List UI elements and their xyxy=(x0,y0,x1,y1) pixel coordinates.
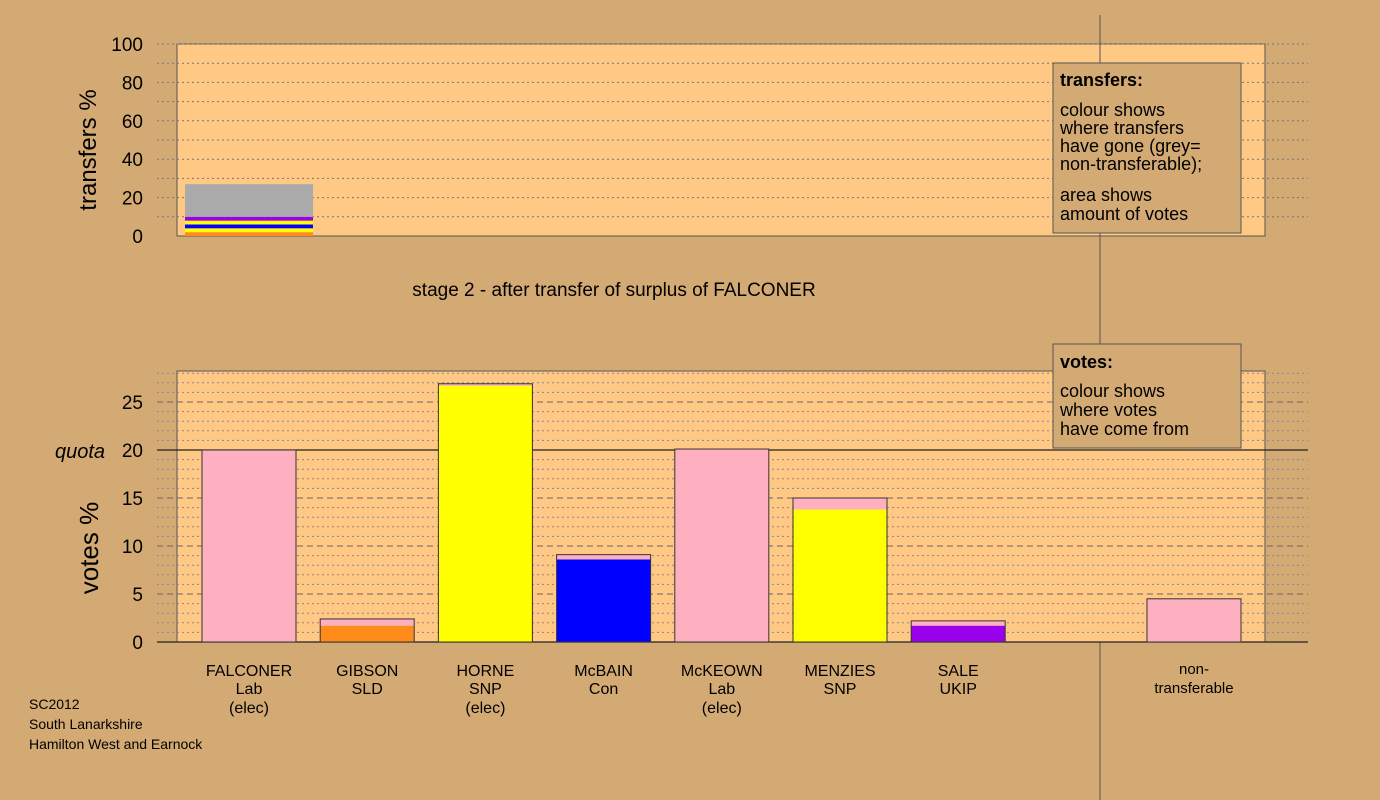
candidate-status: (elec) xyxy=(229,700,269,717)
votes-legend-line: colour shows xyxy=(1060,381,1165,401)
nontransferable-label: transferable xyxy=(1154,680,1233,697)
candidate-name: FALCONER xyxy=(206,663,292,680)
bar-outline xyxy=(319,618,415,643)
y-tick-label: 100 xyxy=(111,35,143,56)
stage-title: stage 2 - after transfer of surplus of F… xyxy=(412,280,815,301)
vote-segment xyxy=(911,625,1006,642)
candidate-name: SALE xyxy=(938,663,979,680)
votes-legend: votes: colour shows where votes have com… xyxy=(1052,343,1242,449)
footer-council: South Lanarkshire xyxy=(29,716,143,732)
bar-outline xyxy=(437,383,533,643)
y-tick-label: 80 xyxy=(122,73,143,94)
candidate-party: Con xyxy=(589,681,618,698)
transfers-legend-line: area shows xyxy=(1060,185,1152,205)
transfers-legend-title: transfers: xyxy=(1060,70,1143,90)
vote-segment xyxy=(793,509,887,642)
votes-legend-line: where votes xyxy=(1059,400,1157,420)
candidate-status: (elec) xyxy=(702,700,742,717)
vote-segment xyxy=(438,383,533,386)
y-tick-label: 0 xyxy=(132,227,143,248)
y-tick-label: 25 xyxy=(122,393,143,414)
votes-legend-title: votes: xyxy=(1060,352,1113,372)
y-tick-label: 10 xyxy=(122,537,143,558)
transfer-segment xyxy=(185,232,313,236)
bar-outline xyxy=(201,449,297,643)
vote-segment xyxy=(556,554,651,560)
transfers-legend-line: amount of votes xyxy=(1060,204,1188,224)
vote-segment xyxy=(320,618,415,626)
y-tick-label: 5 xyxy=(132,585,143,606)
votes-legend-box xyxy=(1052,343,1242,449)
transfers-bars xyxy=(185,184,313,236)
bar-outline xyxy=(556,554,652,643)
transfer-segment xyxy=(185,216,313,221)
votes-bars xyxy=(201,383,1242,643)
vote-segment xyxy=(202,450,296,642)
candidate-name: McKEOWN xyxy=(681,663,763,680)
vote-segment xyxy=(320,625,415,642)
y-tick-label: 20 xyxy=(122,189,143,210)
y-tick-label: 40 xyxy=(122,150,143,171)
candidate-name: McBAIN xyxy=(574,663,633,680)
vote-segment xyxy=(674,449,769,642)
nontransferable-label: non- xyxy=(1179,661,1209,678)
candidate-party: SNP xyxy=(824,681,857,698)
y-tick-label: 0 xyxy=(132,633,143,654)
transfers-legend-line: have gone (grey= xyxy=(1060,136,1201,156)
transfers-legend: transfers: colour shows where transfers … xyxy=(1052,62,1242,234)
y-tick-label: 20 xyxy=(122,441,143,462)
candidate-labels: FALCONERLab(elec)GIBSONSLDHORNESNP(elec)… xyxy=(206,661,1234,717)
transfers-legend-line: colour shows xyxy=(1060,100,1165,120)
votes-y-axis: 0 5 10 15 20 25 xyxy=(122,393,143,654)
votes-legend-line: have come from xyxy=(1060,419,1189,439)
vote-segment xyxy=(556,559,651,642)
candidate-name: GIBSON xyxy=(336,663,398,680)
quota-label: quota xyxy=(55,441,105,463)
footer-ward: Hamilton West and Earnock xyxy=(29,736,203,752)
bar-outline xyxy=(792,497,888,643)
footer: SC2012 South Lanarkshire Hamilton West a… xyxy=(29,696,203,752)
candidate-status: (elec) xyxy=(465,700,505,717)
transfer-segment xyxy=(185,220,313,225)
candidate-party: Lab xyxy=(236,681,263,698)
transfers-legend-line: non-transferable); xyxy=(1060,154,1202,174)
bar-outline xyxy=(674,448,770,643)
transfers-y-label: transfers % xyxy=(75,89,102,210)
candidate-party: SLD xyxy=(352,681,383,698)
vote-segment xyxy=(1147,598,1241,642)
bar-outline xyxy=(910,620,1006,643)
vote-segment xyxy=(911,620,1006,626)
transfers-legend-line: where transfers xyxy=(1059,118,1184,138)
transfers-legend-box xyxy=(1052,62,1242,234)
y-tick-label: 15 xyxy=(122,489,143,510)
candidate-party: SNP xyxy=(469,681,502,698)
candidate-party: UKIP xyxy=(940,681,977,698)
vote-segment xyxy=(438,385,533,642)
transfer-segment xyxy=(185,224,313,229)
bar-outline xyxy=(1146,598,1242,643)
candidate-name: HORNE xyxy=(457,663,515,680)
candidate-name: MENZIES xyxy=(804,663,875,680)
candidate-party: Lab xyxy=(708,681,735,698)
votes-y-label: votes % xyxy=(74,502,104,595)
transfer-segment xyxy=(185,184,313,217)
transfers-gridlines xyxy=(157,43,1308,218)
transfer-segment xyxy=(185,228,313,233)
footer-year: SC2012 xyxy=(29,696,80,712)
vote-segment xyxy=(793,498,887,510)
y-tick-label: 60 xyxy=(122,112,143,133)
transfers-y-axis: 0 20 40 60 80 100 xyxy=(111,35,143,248)
